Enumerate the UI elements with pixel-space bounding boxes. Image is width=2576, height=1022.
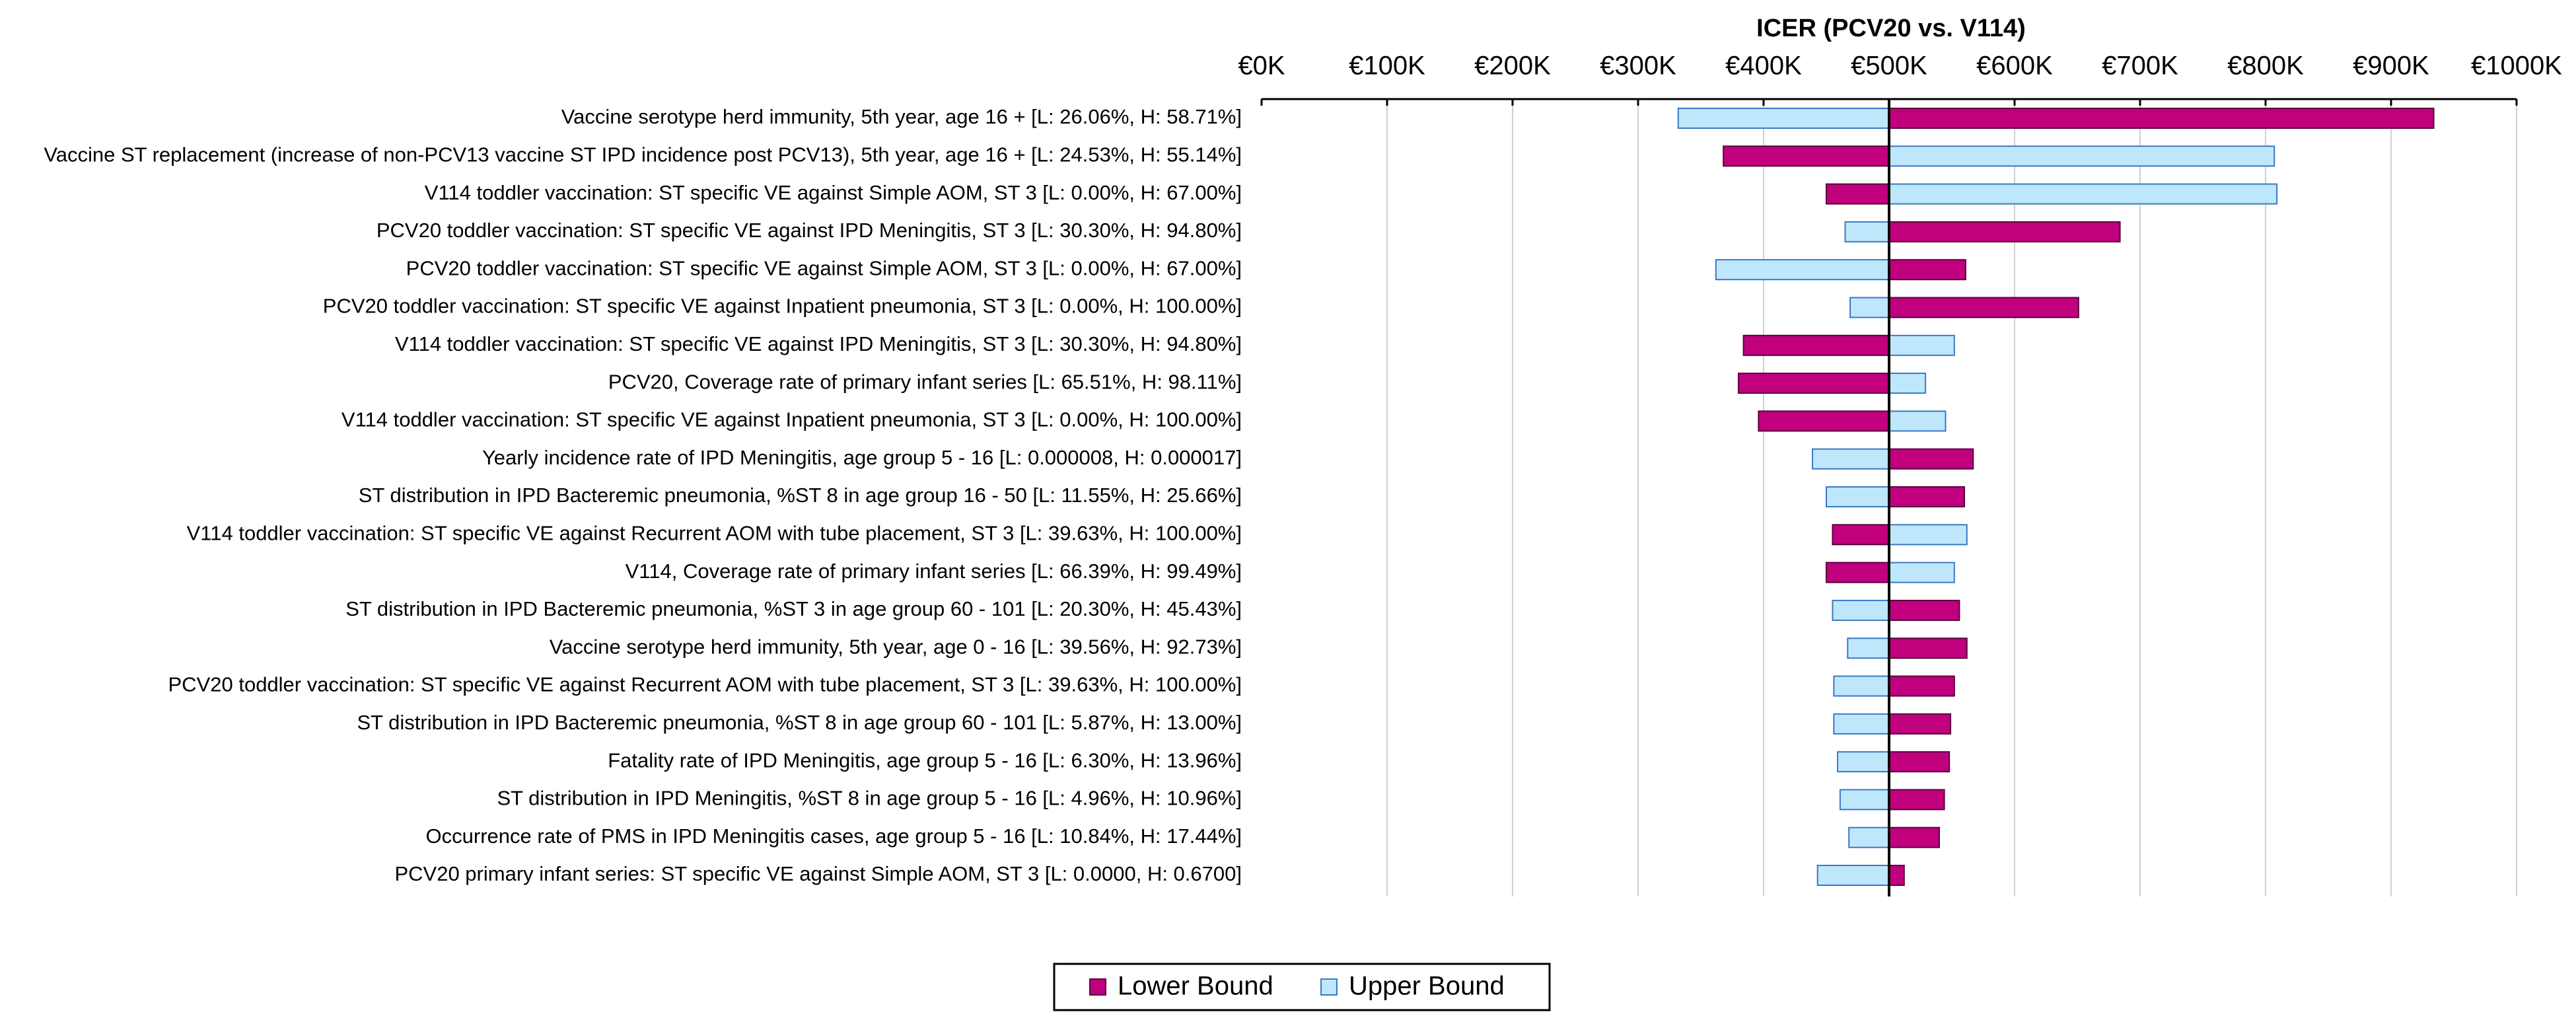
y-tick-label: PCV20 toddler vaccination: ST specific V… bbox=[376, 219, 1242, 242]
bar bbox=[1723, 145, 1890, 167]
bar bbox=[1832, 524, 1890, 546]
bar bbox=[1888, 410, 1947, 432]
x-tick-label: €800K bbox=[2227, 52, 2304, 81]
bar bbox=[1742, 334, 1890, 356]
bar bbox=[1826, 486, 1890, 507]
y-tick-label: ST distribution in IPD Bacteremic pneumo… bbox=[345, 597, 1242, 620]
y-tick-label: V114, Coverage rate of primary infant se… bbox=[626, 560, 1242, 583]
y-tick-label: ST distribution in IPD Bacteremic pneumo… bbox=[359, 484, 1242, 507]
bar bbox=[1832, 599, 1890, 621]
bar bbox=[1844, 221, 1890, 242]
bar bbox=[1888, 221, 2121, 242]
bar bbox=[1888, 562, 1955, 583]
y-tick-label: ST distribution in IPD Meningitis, %ST 8… bbox=[497, 787, 1242, 810]
x-tick-label: €400K bbox=[1725, 52, 1802, 81]
y-tick-label: PCV20 primary infant series: ST specific… bbox=[394, 862, 1242, 885]
legend-label: Lower Bound bbox=[1118, 972, 1273, 1001]
bar bbox=[1816, 865, 1890, 886]
y-tick-label: V114 toddler vaccination: ST specific VE… bbox=[425, 181, 1242, 204]
legend-label: Upper Bound bbox=[1349, 972, 1505, 1001]
chart-title: ICER (PCV20 vs. V114) bbox=[1756, 15, 2026, 42]
bar bbox=[1812, 448, 1890, 470]
bar bbox=[1888, 751, 1950, 773]
y-tick-label: Yearly incidence rate of IPD Meningitis,… bbox=[482, 446, 1242, 469]
bar bbox=[1888, 145, 2275, 167]
bar bbox=[1888, 865, 1905, 886]
bar bbox=[1888, 108, 2435, 129]
bar bbox=[1849, 297, 1890, 318]
bar bbox=[1888, 789, 1945, 811]
y-tick-label: Vaccine serotype herd immunity, 5th year… bbox=[561, 105, 1242, 128]
y-tick-label: V114 toddler vaccination: ST specific VE… bbox=[341, 408, 1242, 431]
bar bbox=[1837, 751, 1890, 773]
bar bbox=[1833, 713, 1890, 735]
bar bbox=[1677, 108, 1890, 129]
bar bbox=[1888, 486, 1965, 507]
bar bbox=[1888, 713, 1952, 735]
x-tick-label: €200K bbox=[1474, 52, 1551, 81]
legend-box bbox=[1053, 963, 1551, 1011]
bar bbox=[1888, 334, 1955, 356]
bar bbox=[1888, 826, 1940, 848]
x-tick-label: €0K bbox=[1238, 52, 1285, 81]
bar bbox=[1839, 789, 1890, 811]
legend-swatch bbox=[1089, 978, 1106, 996]
y-tick-label: V114 toddler vaccination: ST specific VE… bbox=[395, 332, 1242, 355]
x-tick-label: €900K bbox=[2353, 52, 2429, 81]
x-tick-label: €1000K bbox=[2471, 52, 2562, 81]
bar bbox=[1888, 599, 1960, 621]
bar bbox=[1888, 183, 2278, 205]
bar bbox=[1848, 826, 1890, 848]
bar bbox=[1758, 410, 1890, 432]
y-tick-label: V114 toddler vaccination: ST specific VE… bbox=[187, 521, 1242, 544]
legend-swatch bbox=[1320, 978, 1338, 996]
y-tick-label: ST distribution in IPD Bacteremic pneumo… bbox=[357, 711, 1242, 734]
bar bbox=[1888, 259, 1966, 281]
bar bbox=[1833, 675, 1890, 697]
bar bbox=[1888, 675, 1955, 697]
bar bbox=[1888, 448, 1974, 470]
bar bbox=[1888, 297, 2079, 318]
x-tick-label: €100K bbox=[1349, 52, 1425, 81]
bar bbox=[1826, 183, 1890, 205]
bar bbox=[1715, 259, 1890, 281]
bar bbox=[1888, 638, 1968, 659]
y-tick-label: PCV20 toddler vaccination: ST specific V… bbox=[406, 256, 1242, 279]
bar bbox=[1738, 373, 1890, 394]
bar bbox=[1888, 524, 1968, 546]
x-tick-label: €500K bbox=[1851, 52, 1927, 81]
y-tick-label: Vaccine serotype herd immunity, 5th year… bbox=[550, 635, 1242, 658]
x-tick-label: €600K bbox=[1976, 52, 2053, 81]
bar bbox=[1888, 373, 1927, 394]
y-tick-label: Occurrence rate of PMS in IPD Meningitis… bbox=[426, 824, 1242, 848]
bar bbox=[1847, 638, 1890, 659]
y-tick-label: Vaccine ST replacement (increase of non-… bbox=[44, 143, 1242, 166]
x-tick-label: €300K bbox=[1600, 52, 1676, 81]
y-tick-label: PCV20, Coverage rate of primary infant s… bbox=[608, 370, 1242, 393]
y-tick-label: Fatality rate of IPD Meningitis, age gro… bbox=[608, 748, 1242, 772]
bar bbox=[1826, 562, 1890, 583]
y-tick-label: PCV20 toddler vaccination: ST specific V… bbox=[323, 295, 1242, 318]
x-tick-label: €700K bbox=[2102, 52, 2178, 81]
y-tick-label: PCV20 toddler vaccination: ST specific V… bbox=[168, 673, 1242, 696]
